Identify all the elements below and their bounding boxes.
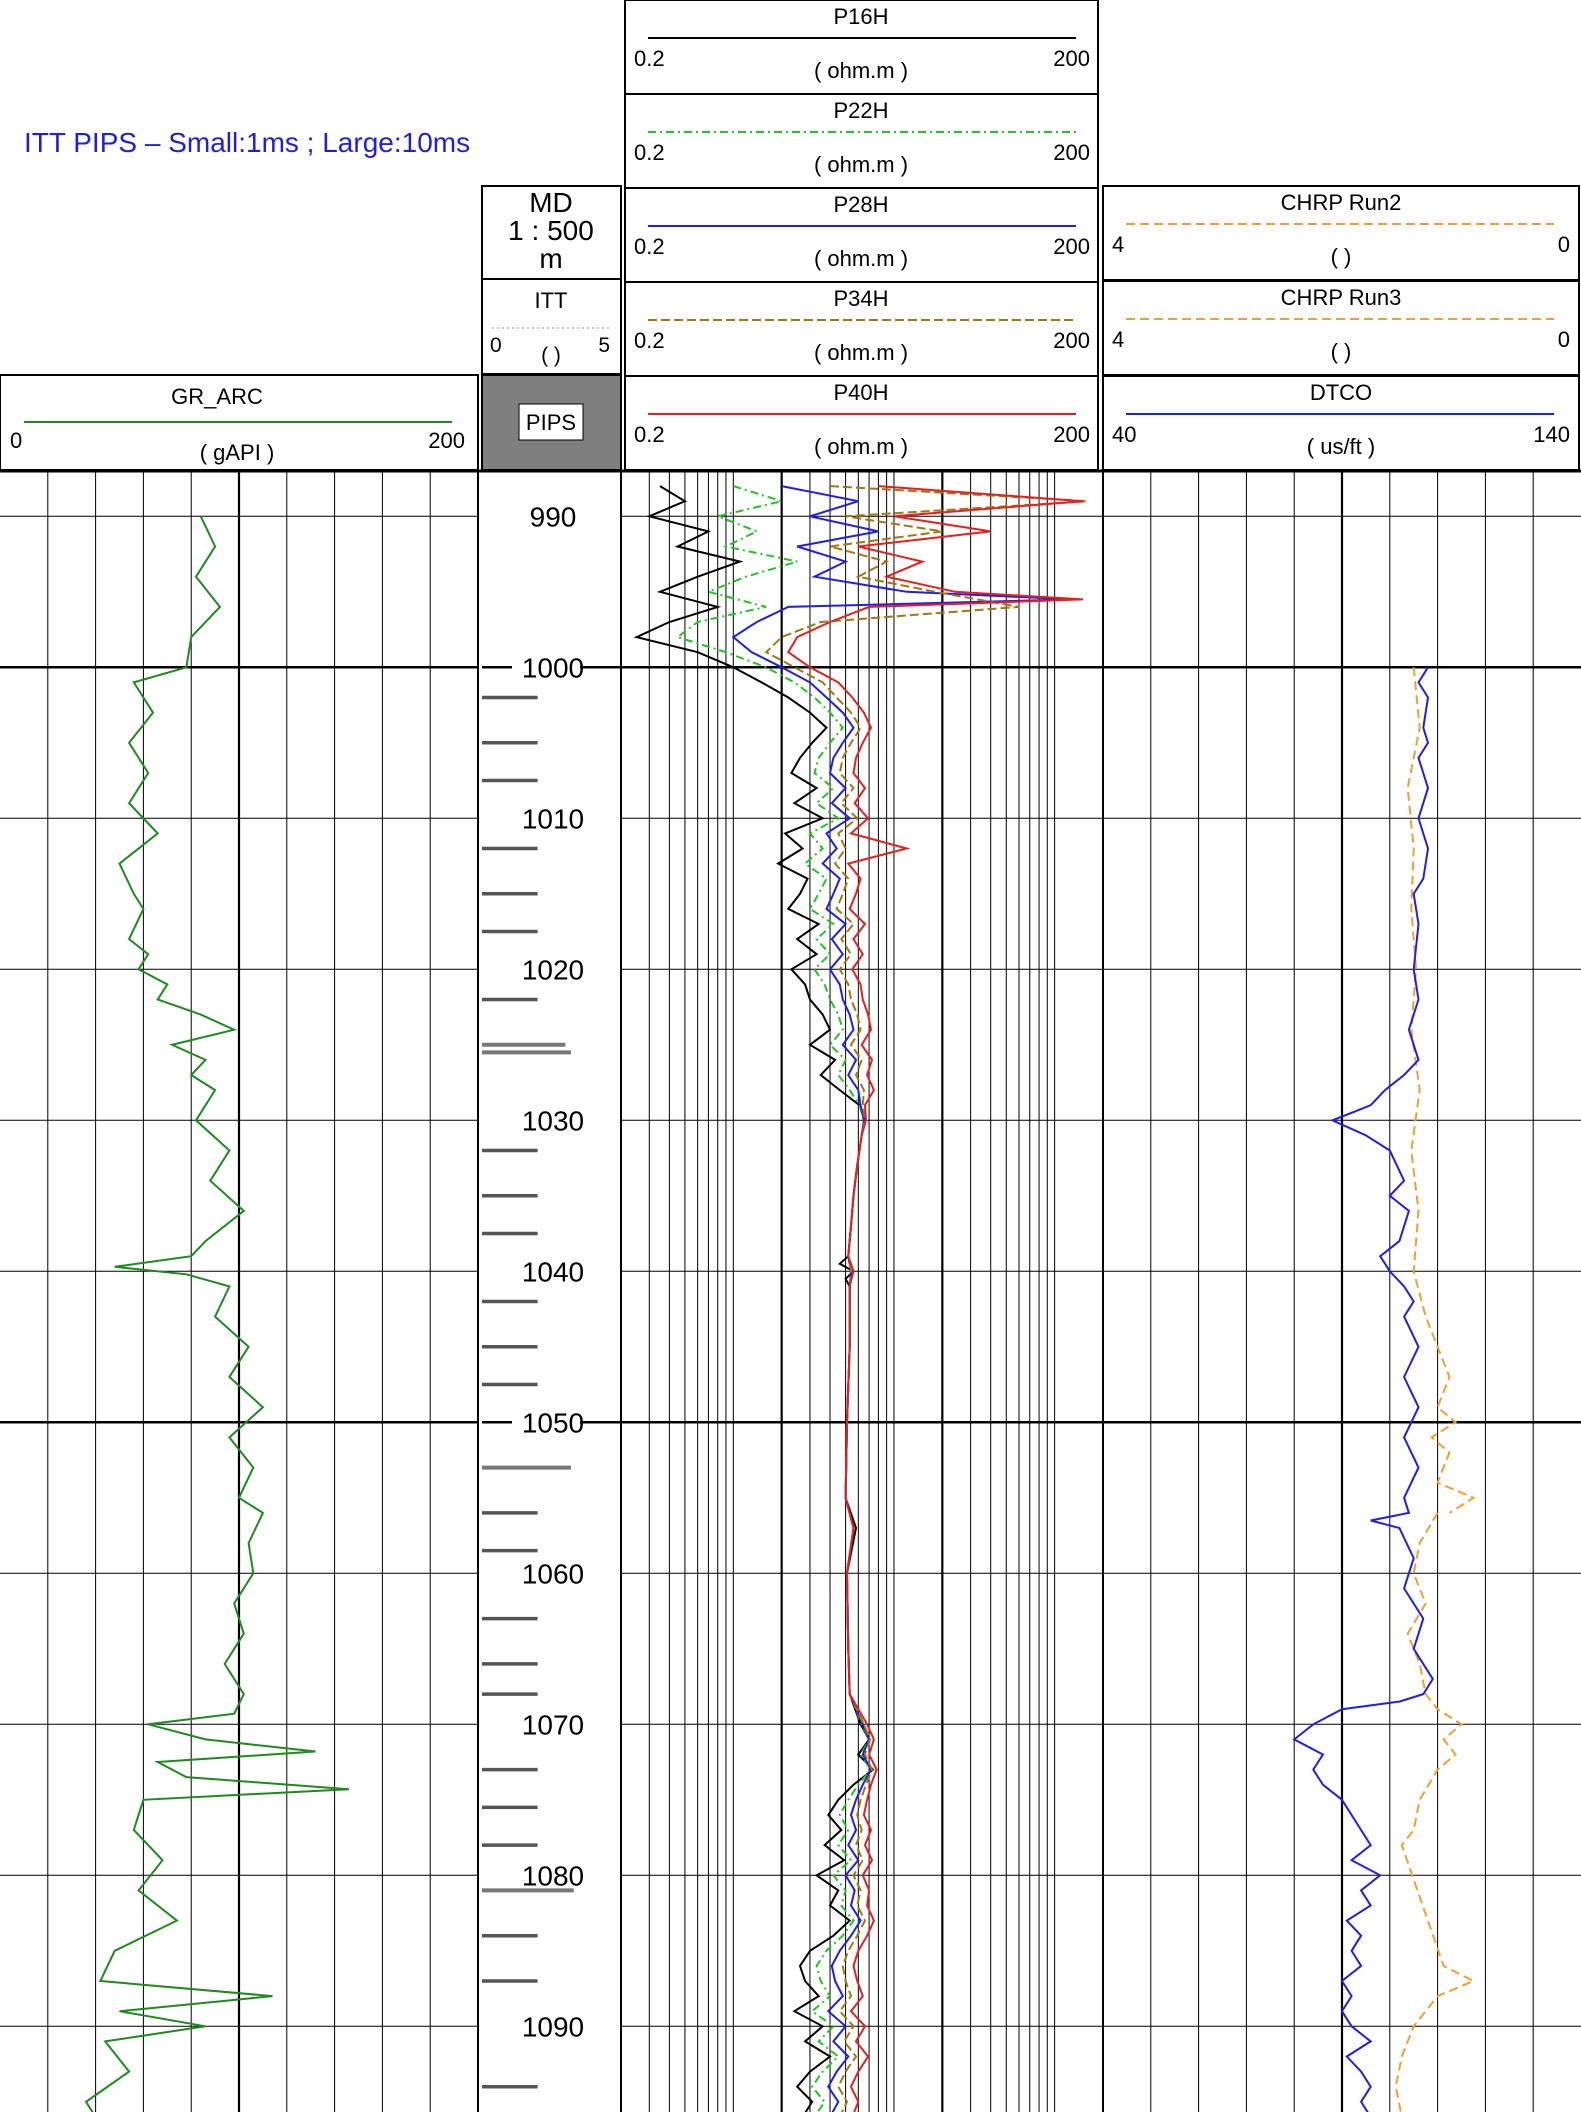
- track-frames: [0, 469, 1581, 2112]
- depth-track: 990 1000 1010 1020 1030 1040 1050 1060 1070 1080 1…: [482, 496, 584, 2089]
- p28h-name: P28H: [833, 192, 888, 217]
- chrp-run2-unit: ( ): [1331, 244, 1352, 269]
- p22h-unit: ( ohm.m ): [814, 152, 908, 177]
- log-header: ITT PIPS – Small:1ms ; Large:10ms MD 1 :…: [0, 0, 1580, 471]
- p28h-unit: ( ohm.m ): [814, 246, 908, 271]
- gr-max: 200: [428, 428, 465, 453]
- p16h-unit: ( ohm.m ): [814, 58, 908, 83]
- p34h-min: 0.2: [634, 328, 665, 353]
- depth-label: 1060: [522, 1558, 584, 1589]
- depth-label: 1000: [522, 652, 584, 683]
- p28h-max: 200: [1053, 234, 1090, 259]
- p28h-curve: [731, 485, 1073, 2112]
- p22h-min: 0.2: [634, 140, 665, 165]
- depth-label-bg: [512, 1704, 580, 1739]
- pips-label-box: [518, 403, 584, 441]
- chrp-run2-min: 4: [1112, 232, 1124, 257]
- p40h-name: P40H: [833, 380, 888, 405]
- p34h-unit: ( ohm.m ): [814, 340, 908, 365]
- p40h-unit: ( ohm.m ): [814, 434, 908, 459]
- itt-min: 0: [490, 334, 502, 357]
- p34h-max: 200: [1053, 328, 1090, 353]
- chrp-run2-curve: [1406, 667, 1476, 1514]
- depth-label: 1040: [522, 1256, 584, 1287]
- depth-label: 1070: [522, 1709, 584, 1740]
- p16h-curve: [633, 485, 875, 2112]
- p40h-max: 200: [1053, 422, 1090, 447]
- dtco-min: 40: [1112, 422, 1136, 447]
- depth-label-bg: [512, 949, 580, 984]
- p16h-max: 200: [1053, 46, 1090, 71]
- pips-label: PIPS: [526, 410, 576, 435]
- depth-label-bg: [512, 1402, 580, 1437]
- depth-label-bg: [512, 1100, 580, 1135]
- p40h-curve: [786, 485, 1083, 2112]
- depth-label-bg: [512, 1855, 580, 1890]
- chrp-run3-max: 0: [1558, 327, 1570, 352]
- depth-label-bg: [512, 647, 580, 682]
- p22h-curve: [675, 485, 873, 2112]
- chrp-run2-name: CHRP Run2: [1281, 190, 1402, 215]
- p16h-min: 0.2: [634, 46, 665, 71]
- chrp-run3-name: CHRP Run3: [1281, 285, 1402, 310]
- gr-arc-curve: [84, 515, 349, 2112]
- md-label: MD: [529, 187, 573, 218]
- gr-unit: ( gAPI ): [200, 440, 275, 465]
- track-grid: [0, 471, 1581, 2112]
- depth-label-bg: [512, 1251, 580, 1286]
- p16h-name: P16H: [833, 4, 888, 29]
- itt-max: 5: [598, 334, 610, 357]
- depth-label: 1010: [522, 803, 584, 834]
- gr-min: 0: [10, 428, 22, 453]
- sonic-headers: CHRP Run2 4 ( ) 0 CHRP Run3 4 ( ) 0 DTCO 40 ( us/f…: [1102, 185, 1580, 471]
- depth-label-bg: [512, 798, 580, 833]
- md-scale: 1 : 500: [508, 215, 594, 246]
- md-unit: m: [539, 243, 562, 274]
- itt-name: ITT: [535, 288, 568, 313]
- log-curves: [84, 485, 1476, 2112]
- dtco-max: 140: [1533, 422, 1570, 447]
- depth-label-bg: [512, 1553, 580, 1588]
- depth-label: 990: [530, 501, 577, 532]
- depth-label-bg: [512, 2006, 580, 2041]
- chrp-run2-max: 0: [1558, 232, 1570, 257]
- p22h-name: P22H: [833, 98, 888, 123]
- depth-label: 1030: [522, 1105, 584, 1136]
- log-title: ITT PIPS – Small:1ms ; Large:10ms: [24, 127, 470, 158]
- p28h-min: 0.2: [634, 234, 665, 259]
- depth-label: 1080: [522, 1860, 584, 1891]
- p40h-min: 0.2: [634, 422, 665, 447]
- depth-label: 1050: [522, 1407, 584, 1438]
- dtco-curve: [1292, 666, 1434, 2112]
- depth-label: 1020: [522, 954, 584, 985]
- dtco-name: DTCO: [1310, 380, 1372, 405]
- resistivity-headers: P16H 0.2 ( ohm.m ) 200 P22H 0.2 ( ohm.m ) 200 P2…: [624, 0, 1099, 471]
- p34h-curve: [764, 485, 1088, 2112]
- chrp-run3-min: 4: [1112, 327, 1124, 352]
- p22h-max: 200: [1053, 140, 1090, 165]
- chrp-run3-curve: [1394, 1512, 1476, 2112]
- itt-unit: ( ): [541, 344, 561, 367]
- depth-label: 1090: [522, 2011, 584, 2042]
- dtco-unit: ( us/ft ): [1307, 434, 1375, 459]
- gr-name: GR_ARC: [171, 384, 263, 409]
- chrp-run3-unit: ( ): [1331, 339, 1352, 364]
- p34h-name: P34H: [833, 286, 888, 311]
- depth-label-bg: [512, 496, 580, 531]
